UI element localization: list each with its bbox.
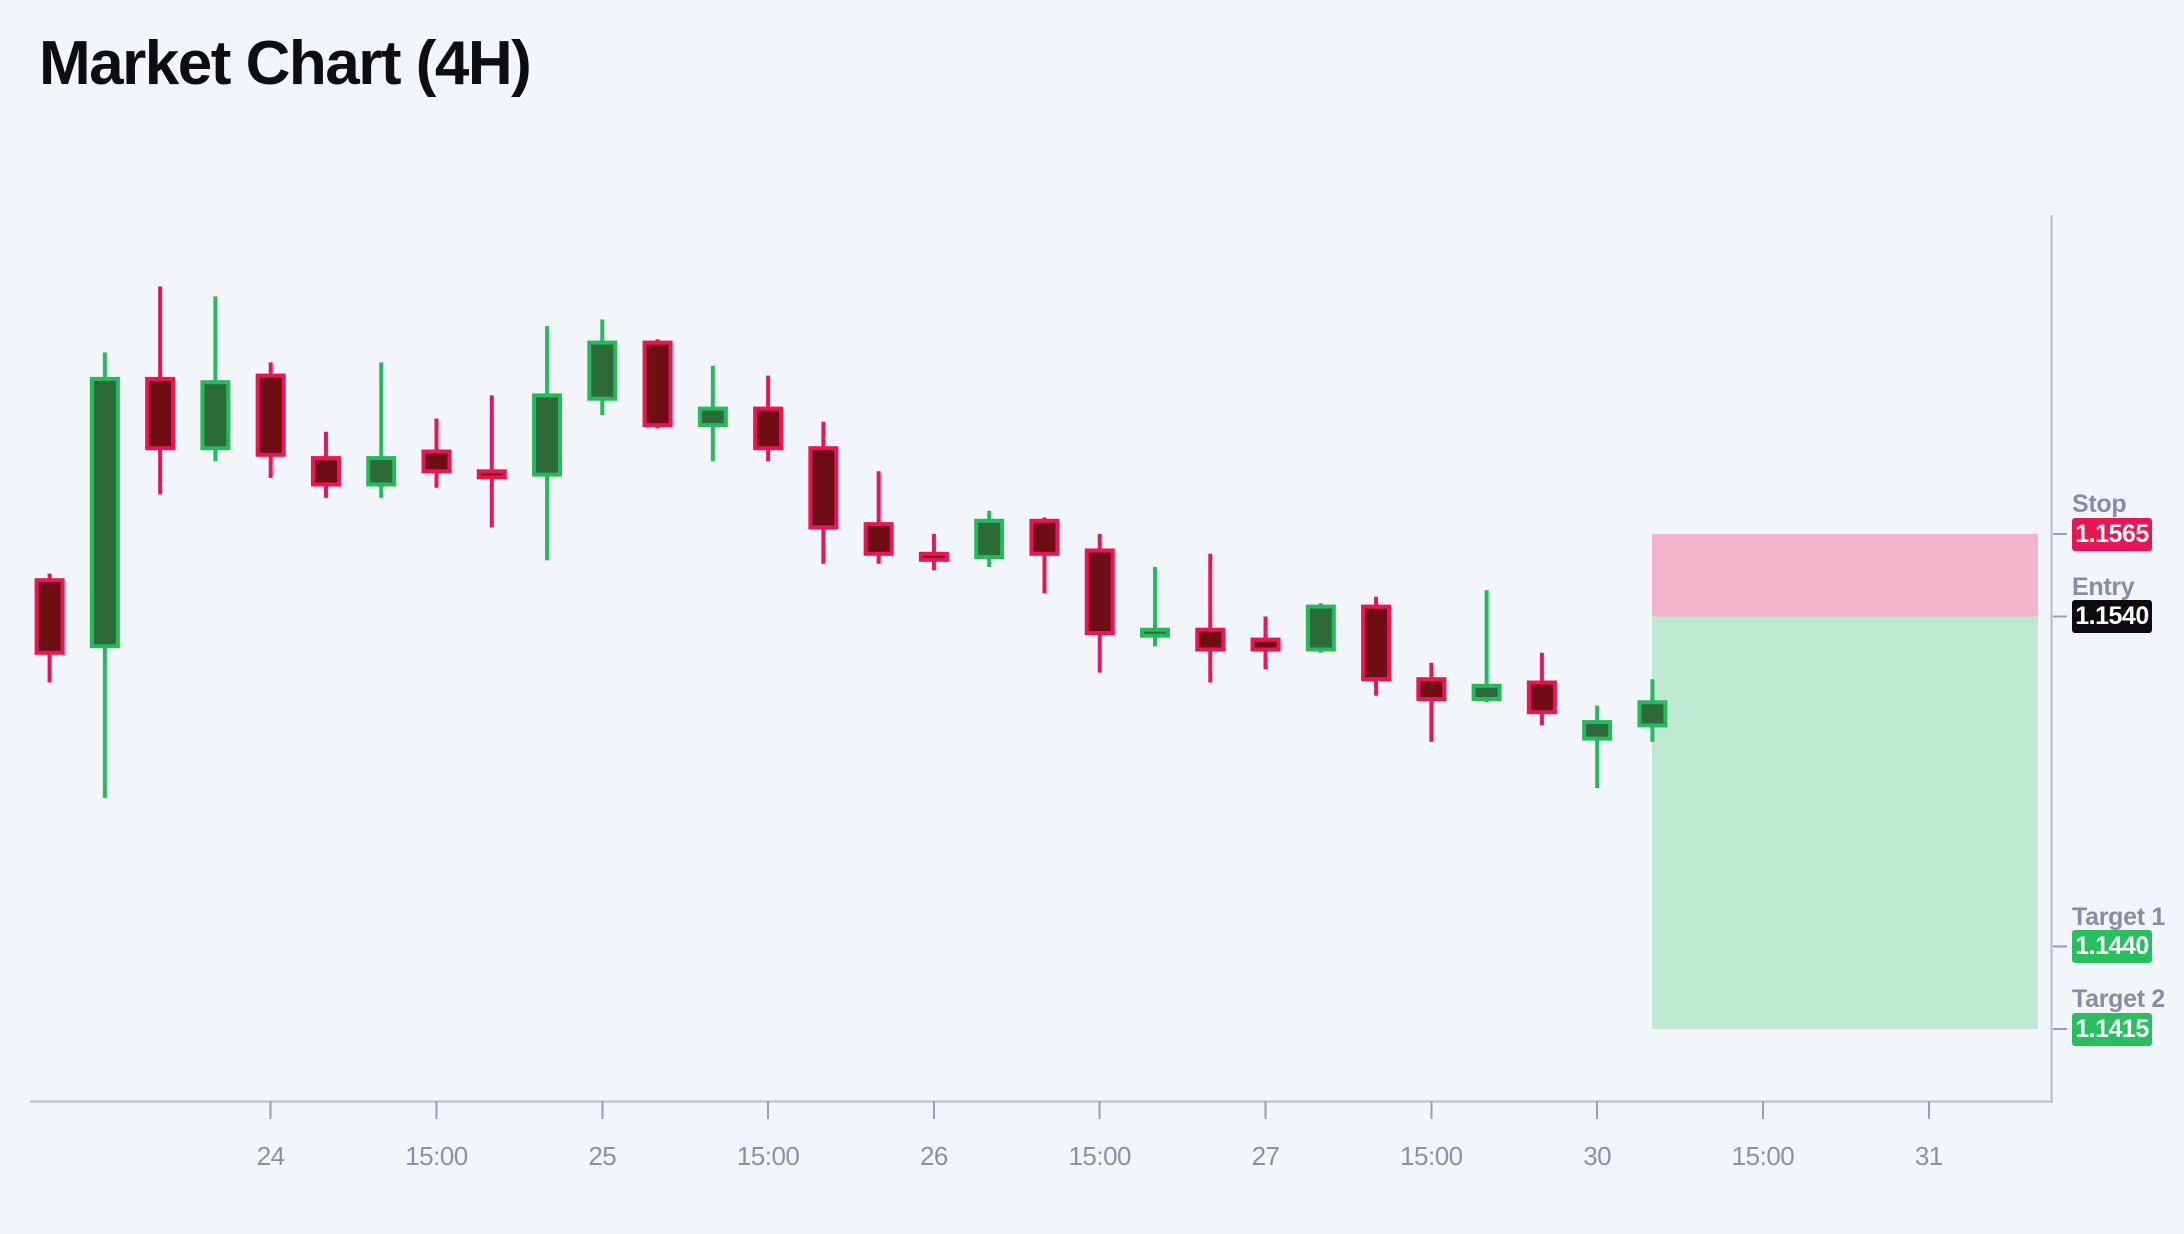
candle-down xyxy=(145,376,176,451)
candle-down xyxy=(1084,548,1115,635)
candle-up xyxy=(1637,700,1668,728)
level-name-target-1: Target 1 xyxy=(2072,902,2165,931)
time-tick-label: 24 xyxy=(257,1141,285,1171)
candle-down xyxy=(1361,604,1392,682)
candle-down xyxy=(476,469,507,480)
time-tick-label: 25 xyxy=(588,1141,616,1171)
candle-up xyxy=(366,456,397,487)
level-badge-entry: 1.1540 xyxy=(2072,600,2152,633)
stop-zone xyxy=(1652,534,2038,617)
profit-zone xyxy=(1652,616,2038,1029)
page-title: Market Chart (4H) xyxy=(39,29,532,98)
candle-down xyxy=(1526,680,1557,715)
candle-down xyxy=(255,373,286,457)
candle-up xyxy=(587,340,618,401)
candle-up xyxy=(532,393,563,477)
candle-down xyxy=(1416,677,1447,702)
time-tick-label: 27 xyxy=(1252,1141,1280,1171)
candle-down xyxy=(808,446,839,530)
candle-up xyxy=(1140,627,1170,638)
candle-up xyxy=(1305,604,1336,652)
candle-down xyxy=(1195,627,1226,652)
time-tick-label: 15:00 xyxy=(405,1141,468,1171)
candle-up xyxy=(697,406,728,428)
level-badge-target-2: 1.1415 xyxy=(2072,1012,2152,1046)
candle-up xyxy=(89,376,120,649)
candle-down xyxy=(918,551,949,562)
candle-down xyxy=(863,522,894,556)
candle-down xyxy=(421,449,452,474)
time-tick-label: 26 xyxy=(920,1141,948,1171)
candle-up xyxy=(1582,720,1613,741)
level-badge-stop: 1.1565 xyxy=(2072,517,2152,551)
level-badge-target-1: 1.1440 xyxy=(2072,930,2152,963)
time-tick-label: 30 xyxy=(1583,1141,1611,1171)
time-tick-label: 15:00 xyxy=(1068,1141,1131,1171)
level-name-stop: Stop xyxy=(2072,490,2127,518)
candle-down xyxy=(310,456,341,487)
candle-up xyxy=(1471,683,1502,701)
level-name-entry: Entry xyxy=(2072,572,2135,601)
candle-down xyxy=(1250,637,1281,652)
candle-up xyxy=(200,380,231,451)
candle-down xyxy=(753,406,784,451)
time-tick-label: 15:00 xyxy=(737,1141,800,1171)
candle-up xyxy=(974,518,1005,560)
time-tick-label: 15:00 xyxy=(1732,1141,1795,1171)
time-tick-label: 15:00 xyxy=(1400,1141,1463,1171)
level-name-target-2: Target 2 xyxy=(2072,985,2165,1013)
candle-down xyxy=(642,340,673,428)
candle-down xyxy=(34,578,65,655)
candle-down xyxy=(1029,518,1060,556)
time-tick-label: 31 xyxy=(1915,1141,1943,1171)
